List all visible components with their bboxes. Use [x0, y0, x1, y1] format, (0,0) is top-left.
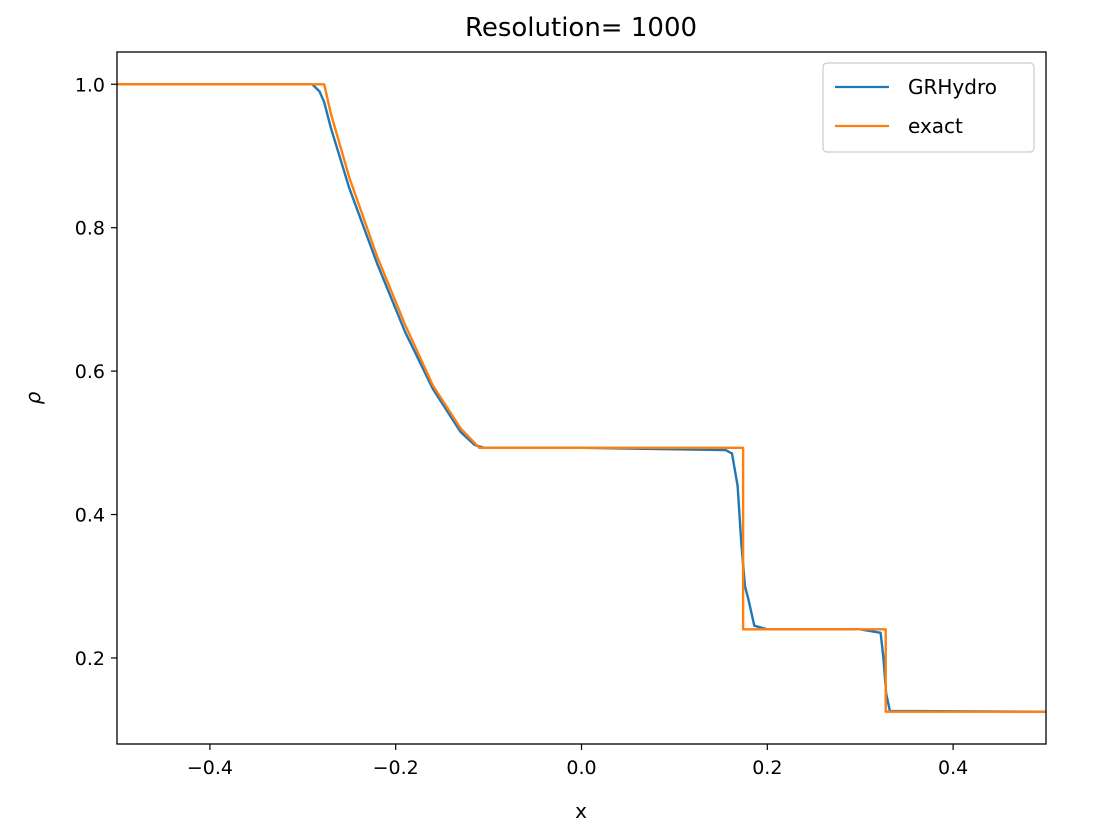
x-tick-label: −0.2	[373, 757, 419, 779]
chart-title: Resolution= 1000	[465, 13, 697, 43]
plot-area	[117, 83, 1047, 713]
legend-box	[822, 62, 1035, 153]
y-tick-label: 0.2	[75, 648, 105, 670]
y-tick-label: 1.0	[75, 74, 105, 96]
plot-frame	[116, 51, 1047, 745]
legend: GRHydro exact	[822, 62, 1035, 153]
y-tick-label: 0.6	[75, 361, 105, 383]
x-axis: −0.4 −0.2 0.0 0.2 0.4	[187, 744, 968, 779]
x-tick-label: 0.0	[566, 757, 596, 779]
legend-label-grhydro: GRHydro	[908, 75, 997, 99]
legend-label-exact: exact	[908, 114, 963, 138]
y-tick-label: 0.8	[75, 218, 105, 240]
y-tick-label: 0.4	[75, 505, 105, 527]
series-line-grhydro	[117, 83, 1047, 713]
x-axis-label: x	[575, 799, 587, 823]
y-axis-label: ρ	[21, 391, 45, 404]
y-axis: 0.2 0.4 0.6 0.8 1.0	[75, 74, 117, 670]
series-line-exact	[117, 83, 1046, 713]
x-tick-label: 0.2	[752, 757, 782, 779]
x-tick-label: −0.4	[187, 757, 233, 779]
x-tick-label: 0.4	[938, 757, 968, 779]
